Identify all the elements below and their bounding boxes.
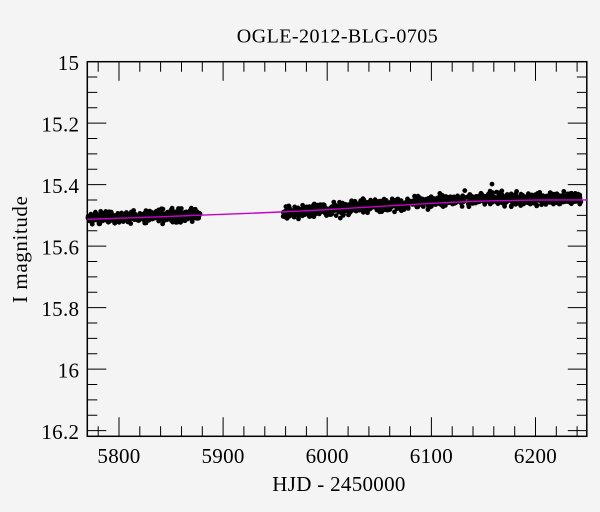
- svg-text:15.2: 15.2: [41, 113, 79, 137]
- svg-text:6200: 6200: [514, 444, 557, 468]
- svg-text:OGLE-2012-BLG-0705: OGLE-2012-BLG-0705: [237, 25, 438, 47]
- svg-text:HJD - 2450000: HJD - 2450000: [272, 472, 405, 496]
- svg-text:15.4: 15.4: [41, 174, 79, 198]
- svg-text:5800: 5800: [97, 444, 140, 468]
- svg-text:6100: 6100: [410, 444, 453, 468]
- svg-text:15.8: 15.8: [41, 297, 79, 321]
- svg-text:16: 16: [58, 359, 80, 383]
- svg-text:16.2: 16.2: [41, 420, 79, 444]
- svg-text:6000: 6000: [306, 444, 349, 468]
- svg-text:15.6: 15.6: [41, 236, 79, 260]
- svg-text:5900: 5900: [201, 444, 244, 468]
- svg-text:I magnitude: I magnitude: [8, 196, 32, 303]
- svg-text:15: 15: [58, 51, 80, 75]
